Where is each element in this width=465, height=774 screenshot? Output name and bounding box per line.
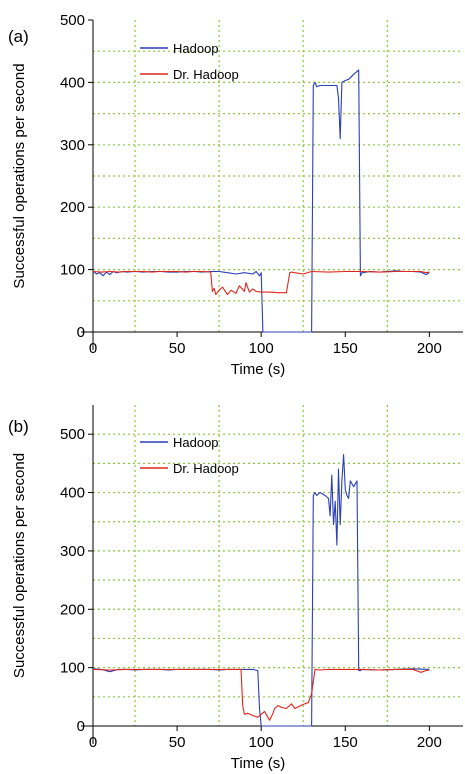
- x-tick-label: 200: [417, 734, 442, 751]
- chart-panel-1: 0 100 200 300 400 500 0 50 100 150 200 Hadoop Dr. Ha…: [8, 405, 463, 772]
- legend-label: Dr. Hadoop: [173, 67, 239, 82]
- x-axis-title: Time (s): [231, 755, 285, 772]
- x-tick-label: 100: [249, 734, 274, 751]
- y-tick-label: 400: [60, 485, 85, 502]
- y-tick-label: 200: [60, 199, 85, 216]
- y-tick-label: 300: [60, 543, 85, 560]
- y-tick-label: 0: [77, 324, 85, 341]
- series-line-dr-hadoop: [92, 270, 430, 296]
- x-tick-label: 150: [333, 340, 358, 357]
- y-tick-label: 100: [60, 660, 85, 677]
- legend-label: Dr. Hadoop: [173, 461, 239, 476]
- x-tick-label: 50: [169, 340, 186, 357]
- legend-label: Hadoop: [173, 41, 219, 56]
- y-tick-label: 400: [60, 74, 85, 91]
- y-axis-title: Successful operations per second: [11, 63, 28, 288]
- panel-label: (b): [8, 417, 29, 436]
- y-axis-title: Successful operations per second: [11, 453, 28, 678]
- x-axis-title: Time (s): [231, 361, 285, 378]
- x-tick-label: 150: [333, 734, 358, 751]
- x-tick-label: 50: [169, 734, 186, 751]
- y-tick-label: 300: [60, 137, 85, 154]
- y-tick-label: 100: [60, 262, 85, 279]
- y-tick-label: 200: [60, 601, 85, 618]
- x-tick-label: 0: [89, 734, 97, 751]
- y-tick-label: 500: [60, 426, 85, 443]
- y-tick-label: 500: [60, 12, 85, 29]
- x-tick-label: 200: [417, 340, 442, 357]
- x-tick-label: 100: [249, 340, 274, 357]
- x-tick-label: 0: [89, 340, 97, 357]
- panel-label: (a): [8, 27, 29, 46]
- chart-panel-0: 0 100 200 300 400 500 0 50 100 150 200 Hadoop Dr. Ha…: [8, 12, 463, 378]
- legend-label: Hadoop: [173, 435, 219, 450]
- series-line-dr-hadoop: [92, 668, 430, 721]
- y-tick-label: 0: [77, 718, 85, 735]
